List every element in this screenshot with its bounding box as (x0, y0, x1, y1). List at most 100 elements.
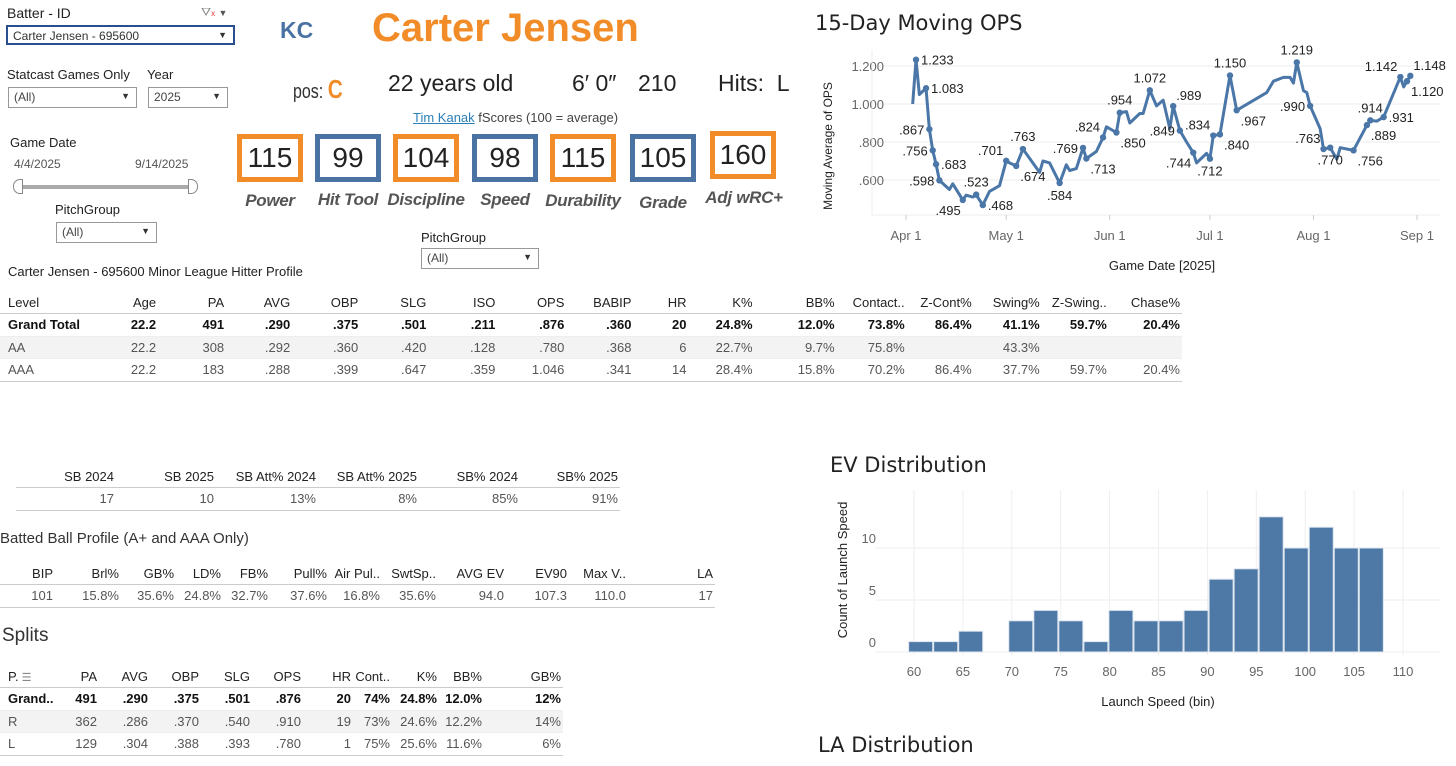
table-cell: 16.8% (343, 588, 380, 604)
table-cell: 17 (99, 491, 114, 507)
ops-point (932, 161, 940, 168)
ops-line-chart: 1.200 1.000 .800 .600 Apr 1 May 1 Jun 1 Jul 1 Au… (821, 42, 1446, 273)
ops-data-label: .850 (1120, 136, 1145, 151)
table-cell: 129 (75, 736, 97, 752)
table-cell: .360 (292, 336, 361, 359)
table-cell: .341 (606, 362, 632, 378)
clear-filter-icon[interactable]: ⛛x ▼ (201, 5, 228, 19)
table-cell: 20.4% (1143, 317, 1180, 333)
y-tick-label: 5 (869, 583, 876, 598)
column-header: PA (207, 294, 225, 310)
ops-data-label: .769 (1053, 141, 1078, 156)
ops-chart-title: 15-Day Moving OPS (815, 11, 1023, 35)
ops-data-label: 1.120 (1411, 84, 1444, 99)
table-cell: 37.7% (1002, 362, 1040, 378)
y-axis-label: Moving Average of OPS (821, 82, 835, 210)
table-cell: 20 (672, 317, 687, 333)
column-header: BB% (805, 294, 835, 310)
y-tick-label: 0 (869, 635, 876, 650)
column-header: Brl% (91, 565, 119, 581)
ev-bar (933, 641, 959, 653)
batter-select-value: Carter Jensen - 695600 (13, 29, 140, 43)
x-tick-label: 75 (1053, 664, 1067, 679)
tim-kanak-link[interactable]: Tim Kanak (413, 110, 475, 125)
position: C (327, 74, 343, 104)
ops-data-label: .840 (1224, 137, 1249, 152)
chevron-down-icon: ▼ (212, 91, 221, 101)
x-tick-label: Sep 1 (1400, 228, 1434, 243)
date-slider-end-handle[interactable] (188, 179, 198, 194)
ev-bar (1308, 526, 1334, 653)
table-cell: .290 (264, 317, 291, 333)
table-cell: .399 (332, 362, 359, 378)
ops-data-label: .683 (941, 157, 966, 172)
statcast-select[interactable]: (All) ▼ (8, 87, 137, 108)
pitchgroup-label: PitchGroup (55, 202, 121, 217)
table-row: L 129 .304 .388 .393 .780 1 75% 25.6% 11.6% 6% (0, 733, 563, 755)
ops-point (1326, 144, 1334, 151)
ops-data-label: .954 (1107, 93, 1132, 108)
table-cell: 85% (491, 491, 518, 507)
column-header: OBP (330, 294, 359, 310)
player-weight: 210 (638, 70, 677, 96)
ops-point (1170, 102, 1177, 110)
x-tick-label: 90 (1200, 664, 1214, 679)
column-header: AVG (263, 294, 291, 310)
ops-point (1380, 113, 1387, 121)
ops-data-label: 1.072 (1134, 70, 1167, 85)
x-tick-label: 100 (1294, 664, 1316, 679)
table-row: AA 22.2 308.292.360.420.128.780.368 6 22.7% 9… (0, 336, 1182, 359)
column-header: OBP (171, 668, 199, 684)
column-header: Cont.. (355, 668, 390, 684)
date-slider-start-handle[interactable] (13, 179, 23, 194)
x-tick-label: May 1 (988, 228, 1023, 243)
date-range-slider[interactable] (18, 185, 194, 189)
table-cell: 22.2 (130, 362, 157, 378)
column-header: SB Att% 2024 (235, 468, 316, 484)
y-tick-label: 1.200 (851, 59, 884, 74)
ops-point (1079, 144, 1087, 152)
ev-bar (1033, 609, 1059, 653)
table-cell: .292 (226, 336, 293, 359)
ops-data-label: .495 (935, 203, 960, 218)
table-cell: 8% (398, 491, 417, 507)
pitchgroup2-select[interactable]: (All) ▼ (421, 248, 539, 269)
column-header: SLG (400, 294, 427, 310)
table-cell: 86.4% (934, 317, 972, 333)
ops-point (1367, 117, 1374, 124)
table-cell: 59.7% (1069, 317, 1107, 333)
column-header: ISO (472, 294, 496, 310)
column-header: Age (132, 294, 157, 310)
ops-data-label: .744 (1166, 156, 1191, 171)
table-cell: .288 (264, 362, 291, 378)
year-select[interactable]: 2025 ▼ (148, 87, 228, 108)
column-header: LD% (192, 565, 221, 581)
table-cell: .370 (150, 710, 201, 733)
table-cell: 107.3 (534, 588, 567, 604)
ops-data-label: .849 (1150, 124, 1175, 139)
ops-point (1003, 157, 1010, 165)
table-cell: 73% (353, 710, 392, 733)
table-row: Grand Total 22.2 491 .290 .375 .501 .211 .876 .3… (0, 314, 1182, 336)
table-cell: 101 (31, 588, 53, 604)
x-axis-label: Game Date [2025] (1109, 258, 1215, 273)
profile-title: Carter Jensen - 695600 Minor League Hitt… (8, 264, 303, 279)
pitchgroup-select[interactable]: (All) ▼ (56, 222, 157, 243)
sort-icon[interactable]: ☰ (18, 671, 32, 684)
table-cell: 12% (534, 691, 561, 707)
column-header: K% (732, 294, 753, 310)
ops-point (1083, 155, 1090, 162)
ev-bar (1158, 620, 1184, 653)
ev-bar (1233, 568, 1259, 653)
table-cell: 73.8% (867, 317, 905, 333)
ops-data-label: .584 (1047, 188, 1072, 203)
pitchgroup-select-value: (All) (62, 225, 84, 239)
batter-select[interactable]: Carter Jensen - 695600 ▼ (6, 25, 235, 45)
ops-point (972, 191, 980, 198)
column-header: SwtSp.. (391, 565, 436, 581)
table-cell: 20.4% (1143, 362, 1180, 378)
grade-score: 105 (630, 134, 696, 182)
ops-data-label: .914 (1358, 100, 1383, 115)
date-end: 9/14/2025 (135, 157, 189, 171)
